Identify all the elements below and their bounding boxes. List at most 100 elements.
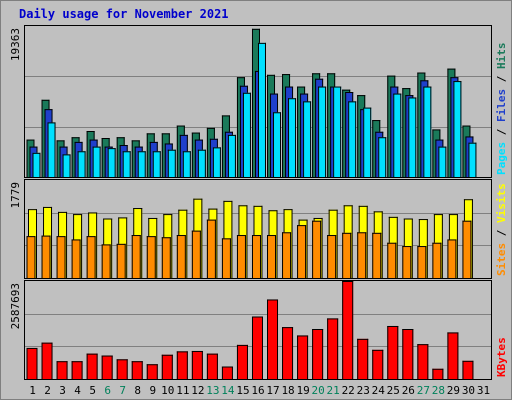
legend-item-hits: Hits <box>495 43 508 70</box>
bar-sites-day-23 <box>357 232 367 278</box>
bar-kbytes-day-26-fill <box>402 329 414 379</box>
bar-sites-day-18 <box>282 232 292 278</box>
bar-sites-day-12-fill <box>191 230 201 278</box>
bar-kbytes-day-15 <box>236 344 248 379</box>
bar-kbytes-day-20-fill <box>312 329 324 379</box>
bar-kbytes-day-23-fill <box>357 338 369 379</box>
x-tick-label: 25 <box>387 384 400 397</box>
bar-pages-day-13-fill <box>212 147 221 177</box>
bar-sites-day-12 <box>191 230 201 278</box>
bar-kbytes-day-6-fill <box>101 355 113 379</box>
bar-pages-day-5-fill <box>92 146 101 177</box>
panel-1-legend: Pages / Files / Hits <box>495 43 508 176</box>
bar-pages-day-3 <box>62 154 71 177</box>
bar-pages-day-25 <box>393 93 402 177</box>
bar-sites-day-6-fill <box>101 244 111 278</box>
bar-sites-day-11 <box>176 235 186 278</box>
bar-kbytes-day-9-fill <box>146 364 158 379</box>
bar-kbytes-day-4 <box>71 361 83 379</box>
bar-kbytes-day-7 <box>116 359 128 379</box>
chart-title: Daily usage for November 2021 <box>19 7 229 21</box>
bar-pages-day-21 <box>333 86 342 177</box>
bar-sites-day-27 <box>417 246 427 278</box>
bar-pages-day-3-fill <box>62 154 71 177</box>
bar-kbytes-day-12-fill <box>191 350 203 379</box>
bar-sites-day-7 <box>116 243 126 278</box>
bar-kbytes-day-23 <box>357 338 369 379</box>
bar-pages-day-19 <box>303 101 312 177</box>
panel-1-ymax-label: 19363 <box>9 28 22 61</box>
bar-sites-day-19 <box>297 225 307 278</box>
bar-sites-day-19-fill <box>297 225 307 278</box>
bar-pages-day-23 <box>363 107 372 177</box>
bar-pages-day-20-fill <box>318 86 327 177</box>
bar-kbytes-day-15-fill <box>236 344 248 379</box>
bar-pages-day-24 <box>378 137 387 177</box>
bar-sites-day-14 <box>221 238 231 278</box>
bar-kbytes-day-17-fill <box>267 299 279 379</box>
bar-sites-day-25-fill <box>387 242 397 278</box>
bar-sites-day-26-fill <box>402 246 412 278</box>
bar-kbytes-day-16-fill <box>251 316 263 379</box>
bar-pages-day-9-fill <box>152 151 161 177</box>
bar-pages-day-24-fill <box>378 137 387 177</box>
bar-pages-day-17 <box>273 112 282 177</box>
bar-pages-day-2-fill <box>47 122 56 177</box>
bar-pages-day-5 <box>92 146 101 177</box>
bar-kbytes-day-25 <box>387 325 399 379</box>
x-tick-label: 7 <box>119 384 126 397</box>
x-tick-label: 28 <box>432 384 445 397</box>
bar-kbytes-day-5 <box>86 353 98 379</box>
bar-sites-day-4 <box>71 239 81 278</box>
bar-kbytes-day-30-fill <box>462 360 474 379</box>
bar-pages-day-7-fill <box>122 151 131 177</box>
bar-kbytes-day-8 <box>131 361 143 379</box>
legend-separator: / <box>495 69 508 89</box>
bar-pages-day-19-fill <box>303 101 312 177</box>
bar-pages-day-26-fill <box>408 97 417 177</box>
bar-pages-day-30 <box>468 142 477 177</box>
bar-pages-day-18 <box>288 98 297 177</box>
bar-sites-day-22 <box>342 232 352 278</box>
bar-sites-day-29-fill <box>447 239 457 278</box>
bar-sites-day-23-fill <box>357 232 367 278</box>
bar-sites-day-1-fill <box>26 236 36 278</box>
bar-pages-day-27-fill <box>423 86 432 177</box>
bar-kbytes-day-3-fill <box>56 361 68 379</box>
panel-1: 19363 Pages / Files / Hits <box>9 25 508 178</box>
bar-pages-day-9 <box>152 151 161 177</box>
bar-pages-day-25-fill <box>393 93 402 177</box>
bar-kbytes-day-5-fill <box>86 353 98 379</box>
bar-sites-day-1 <box>26 236 36 278</box>
bar-sites-day-29 <box>447 239 457 278</box>
x-tick-label: 17 <box>266 384 279 397</box>
bar-sites-day-26 <box>402 246 412 278</box>
x-tick-label: 22 <box>342 384 355 397</box>
bar-sites-day-24-fill <box>372 232 382 278</box>
bar-pages-day-15 <box>242 92 251 177</box>
bar-pages-day-11-fill <box>182 151 191 177</box>
bar-sites-day-8 <box>131 235 141 278</box>
bar-kbytes-day-14 <box>221 366 233 379</box>
bar-kbytes-day-8-fill <box>131 361 143 379</box>
bar-sites-day-10 <box>161 237 171 278</box>
x-tick-label: 8 <box>134 384 141 397</box>
bar-pages-day-4 <box>77 151 86 177</box>
bar-kbytes-day-21 <box>327 318 339 379</box>
bar-kbytes-day-18 <box>282 327 294 379</box>
bar-sites-day-27-fill <box>417 246 427 278</box>
bar-kbytes-day-4-fill <box>71 361 83 379</box>
bar-sites-day-9-fill <box>146 236 156 278</box>
bar-pages-day-23-fill <box>363 107 372 177</box>
bar-kbytes-day-1-fill <box>26 347 38 379</box>
bar-sites-day-9 <box>146 236 156 278</box>
bar-pages-day-8-fill <box>137 151 146 177</box>
bar-pages-day-16-fill <box>257 42 266 178</box>
bar-sites-day-13 <box>206 219 216 278</box>
bar-sites-day-3 <box>56 236 66 278</box>
bar-pages-day-21-fill <box>333 86 342 177</box>
x-tick-label: 31 <box>477 384 490 397</box>
legend-item-files: Files <box>495 89 508 122</box>
bar-sites-day-21 <box>327 235 337 278</box>
